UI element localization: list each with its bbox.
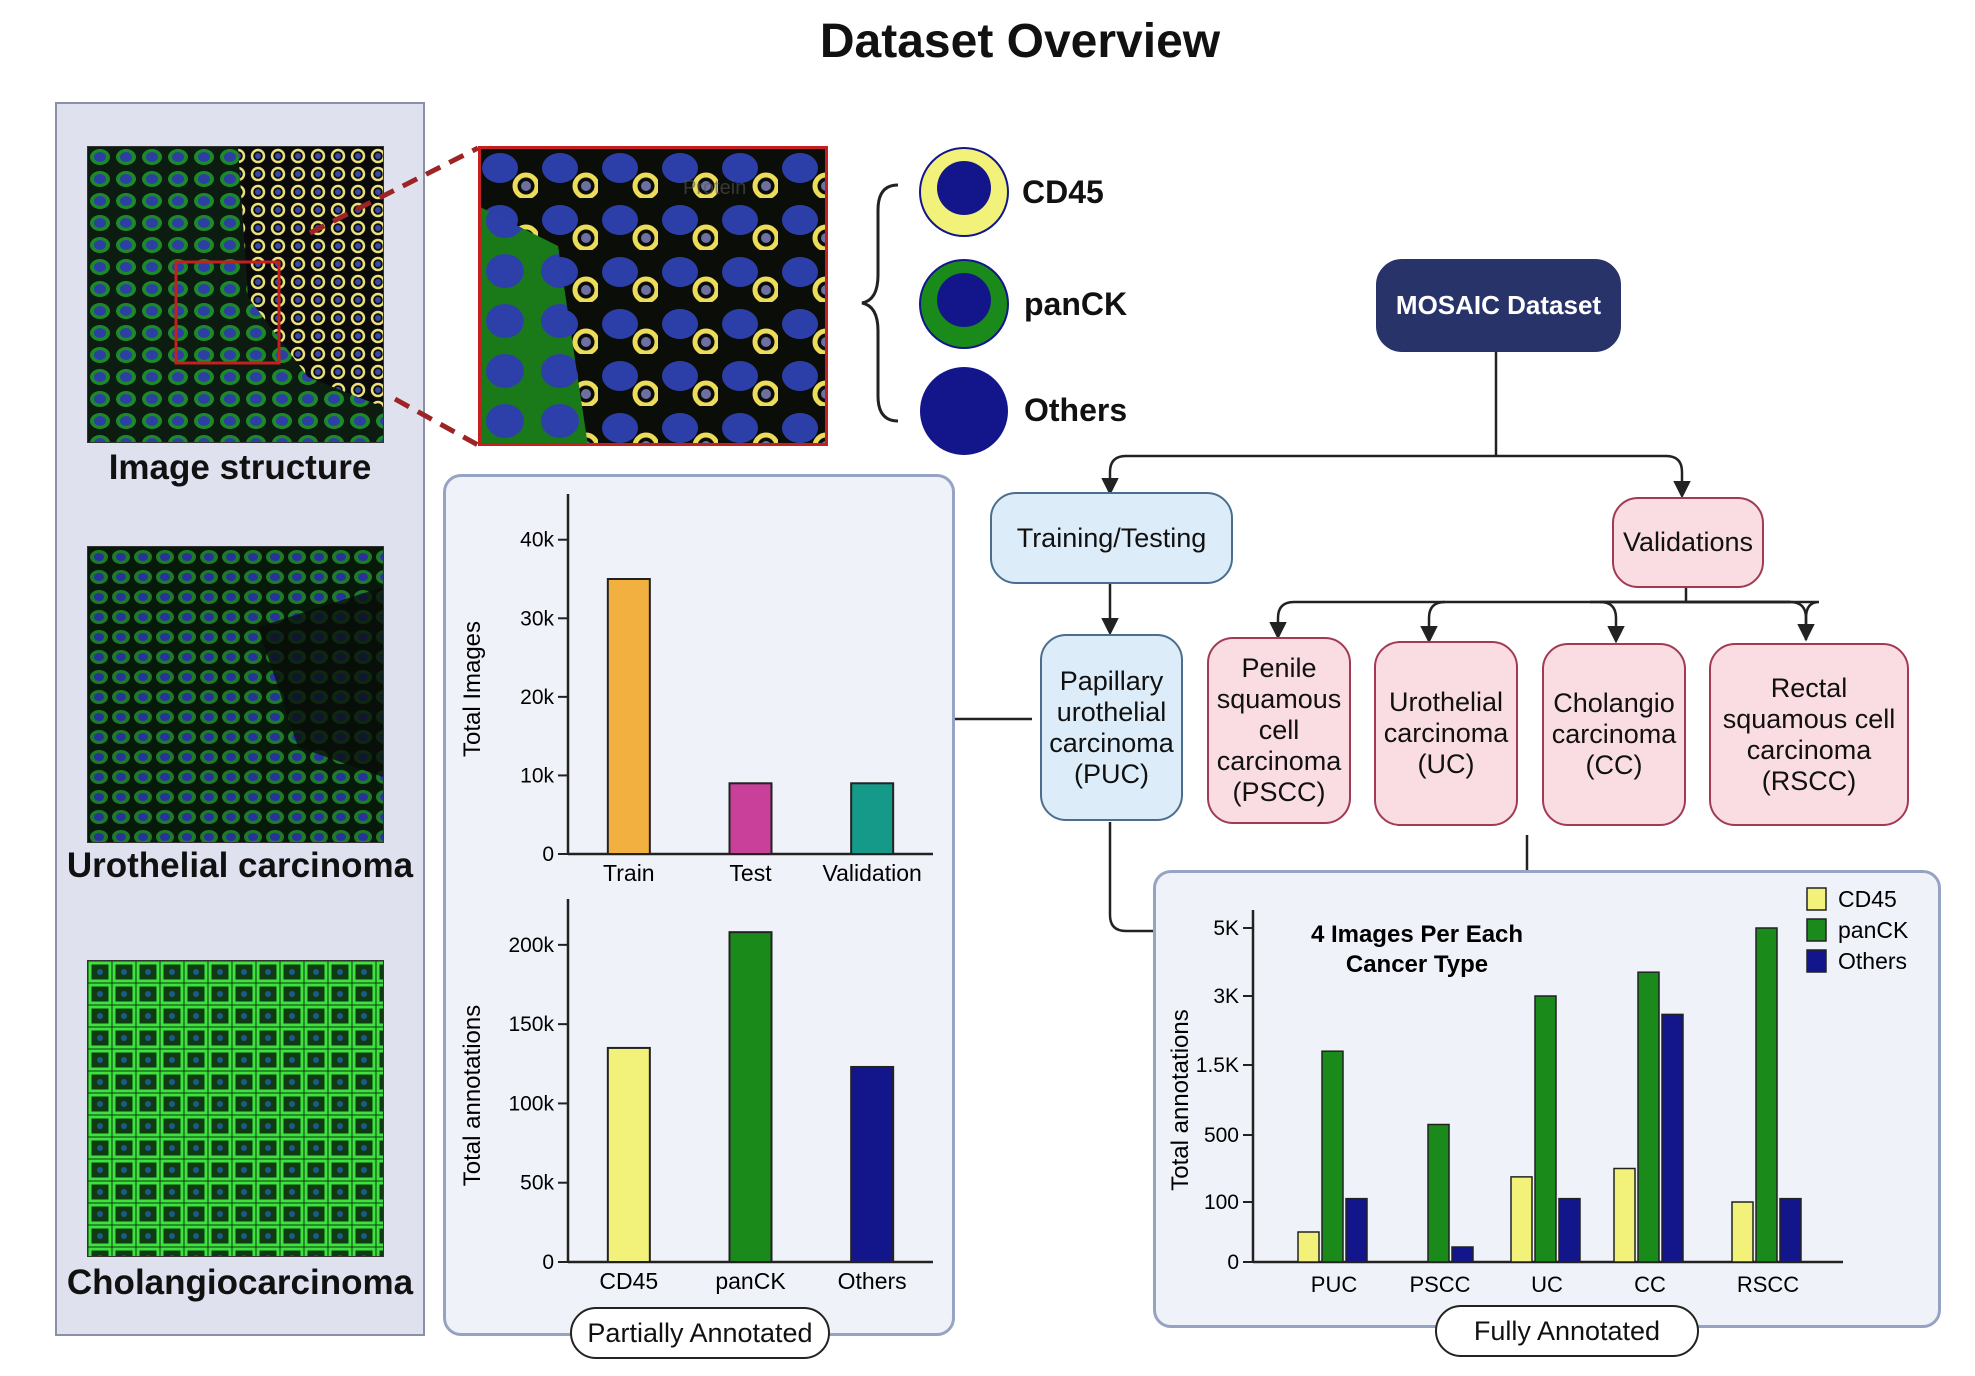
- full-chart-legend-swatch-others: [1806, 949, 1827, 973]
- full-chart-y-tick-label: 500: [1204, 1124, 1239, 1147]
- partial-chart-y-axis-title: Total annotations: [459, 1005, 486, 1186]
- urothelial-carcinoma-micrograph: [87, 546, 384, 843]
- brace-icon: [861, 183, 899, 423]
- full-chart-x-label: PUC: [1311, 1272, 1358, 1297]
- images-chart-y-tick-label: 10k: [520, 764, 554, 787]
- full-chart-legend-swatch-panck: [1806, 918, 1827, 942]
- images-chart-x-label: Validation: [823, 860, 922, 884]
- partial-chart-x-label: panCK: [715, 1268, 786, 1294]
- full-chart-bar-puc-panck: [1321, 1050, 1344, 1263]
- partial-chart-y-tick-label: 100k: [508, 1092, 554, 1115]
- full-chart-title-line2: Cancer Type: [1346, 951, 1488, 978]
- uc-node: Urothelial carcinoma (UC): [1374, 641, 1518, 826]
- full-chart-bar-rscc-cd45: [1731, 1201, 1754, 1263]
- partial-chart-y-tick-label: 50k: [520, 1172, 554, 1195]
- full-chart-y-tick-label: 1.5K: [1196, 1054, 1239, 1077]
- partial-chart-y-tick-label: 0: [542, 1251, 554, 1274]
- caption-image-structure: Image structure: [108, 448, 372, 487]
- full-chart-bar-pscc-others: [1451, 1246, 1474, 1263]
- image-structure-micrograph: [87, 146, 384, 443]
- images-chart-y-tick-label: 20k: [520, 686, 554, 709]
- inset-overlay-text: Protein: [683, 177, 746, 199]
- images-chart-x-label: Test: [729, 860, 772, 884]
- images-chart-bar-train: [606, 578, 651, 855]
- full-chart-bar-pscc-panck: [1427, 1123, 1450, 1263]
- full-chart-legend-swatch-cd45: [1806, 887, 1827, 911]
- cell-type-legend: [861, 147, 1009, 455]
- full-chart-bar-cc-cd45: [1613, 1167, 1636, 1263]
- legend-panck-label: panCK: [1024, 286, 1128, 322]
- partial-chart-x-label: CD45: [599, 1268, 658, 1294]
- full-chart-x-label: PSCC: [1409, 1272, 1470, 1297]
- images-chart-y-axis-title: Total Images: [459, 621, 486, 757]
- mosaic-dataset-node: MOSAIC Dataset: [1376, 259, 1621, 352]
- legend-cd45-label: CD45: [1022, 174, 1104, 210]
- page-title: Dataset Overview: [819, 15, 1221, 68]
- full-chart-bar-uc-others: [1558, 1197, 1581, 1263]
- images-chart-y-tick-label: 40k: [520, 529, 554, 552]
- full-chart-legend-label-panck: panCK: [1838, 917, 1909, 943]
- full-chart-y-axis-title: Total annotations: [1167, 1009, 1194, 1190]
- images-chart-y-tick-label: 0: [542, 843, 554, 866]
- full-chart-bar-cc-panck: [1637, 971, 1660, 1263]
- training-testing-node: Training/Testing: [990, 492, 1233, 584]
- full-annotations-chart: 0 100 500 1.5K 3K 5K PUC PSCC UC CC RSCC Total anno…: [1167, 886, 1909, 1297]
- partial-chart-bar-cd45: [606, 1046, 651, 1263]
- full-chart-bar-rscc-panck: [1755, 927, 1778, 1263]
- cc-node: Cholangio carcinoma (CC): [1542, 643, 1686, 826]
- fully-annotated-label: Fully Annotated: [1435, 1305, 1699, 1357]
- others-cell-icon: [920, 367, 1008, 455]
- partial-chart-y-tick-label: 150k: [508, 1013, 554, 1036]
- full-chart-y-tick-label: 0: [1227, 1251, 1239, 1274]
- caption-cholangiocarcinoma: Cholangiocarcinoma: [66, 1263, 414, 1302]
- total-images-chart: 0 10k 20k 30k 40k Train Test Validation Total Im…: [459, 494, 933, 884]
- puc-node: Papillary urothelial carcinoma (PUC): [1040, 634, 1183, 821]
- rscc-node: Rectal squamous cell carcinoma (RSCC): [1709, 643, 1909, 826]
- caption-urothelial-carcinoma: Urothelial carcinoma: [66, 846, 414, 885]
- partial-chart-x-label: Others: [838, 1268, 907, 1294]
- zoom-region-box: [174, 260, 281, 365]
- images-chart-bar-validation: [850, 782, 895, 855]
- partial-chart-bar-panck: [728, 931, 773, 1264]
- full-chart-y-tick-label: 100: [1204, 1191, 1239, 1214]
- full-chart-bar-cc-others: [1661, 1013, 1684, 1263]
- full-chart-bar-rscc-others: [1779, 1197, 1802, 1263]
- full-chart-x-label: CC: [1634, 1272, 1666, 1297]
- full-chart-legend-label-others: Others: [1838, 948, 1907, 974]
- legend-others-label: Others: [1024, 392, 1128, 428]
- partial-annotations-chart: 0 50k 100k 150k 200k CD45 panCK Others Total ann…: [459, 899, 933, 1294]
- pscc-node: Penile squamous cell carcinoma (PSCC): [1207, 637, 1351, 824]
- partial-chart-bar-others: [850, 1065, 895, 1263]
- full-chart-bar-uc-cd45: [1510, 1176, 1533, 1263]
- full-chart-x-label: RSCC: [1737, 1272, 1799, 1297]
- cholangiocarcinoma-micrograph: [87, 960, 384, 1257]
- partially-annotated-label: Partially Annotated: [570, 1307, 830, 1359]
- full-chart-legend-label-cd45: CD45: [1838, 886, 1897, 912]
- images-chart-bar-test: [728, 782, 773, 855]
- full-chart-x-label: UC: [1531, 1272, 1563, 1297]
- full-chart-bar-puc-cd45: [1297, 1231, 1320, 1263]
- validations-node: Validations: [1612, 497, 1764, 588]
- zoomed-inset-micrograph: Protein: [478, 146, 828, 446]
- full-chart-bar-uc-panck: [1534, 995, 1557, 1263]
- images-chart-y-tick-label: 30k: [520, 607, 554, 630]
- full-chart-bar-puc-others: [1345, 1197, 1368, 1263]
- images-chart-x-label: Train: [603, 860, 655, 884]
- full-chart-y-tick-label: 5K: [1213, 917, 1239, 940]
- full-chart-y-tick-label: 3K: [1213, 985, 1239, 1008]
- full-chart-title-line1: 4 Images Per Each: [1311, 921, 1523, 948]
- partial-chart-y-tick-label: 200k: [508, 934, 554, 957]
